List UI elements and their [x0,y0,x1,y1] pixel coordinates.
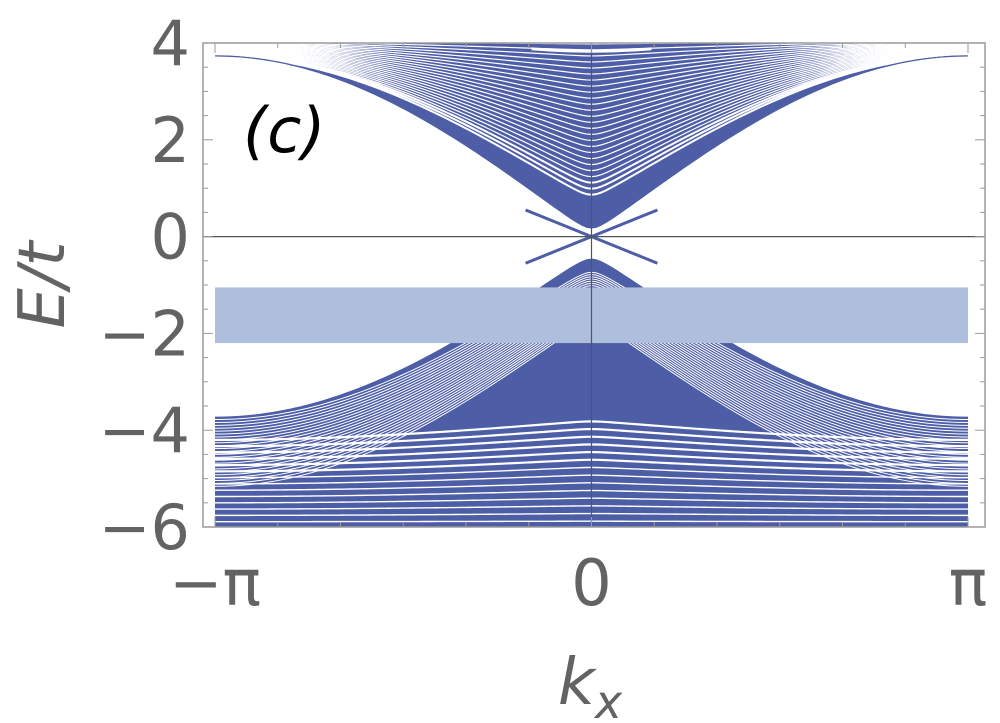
axes: 4 2 0 −2 −4 −6−π 0 π [99,7,988,621]
y-tick-label: −4 [99,394,190,467]
x-tick-label: π [949,547,988,621]
y-tick-label: 0 [151,201,190,274]
labels: (c) E/t kx [6,94,623,723]
x-axis-title-subscript: x [593,675,623,723]
y-axis-title: E/t [6,239,80,329]
x-tick-label: 0 [571,547,612,621]
y-tick-label: −6 [99,491,190,564]
subband-line [215,528,968,529]
y-tick-label: −2 [99,297,190,370]
y-tick-label: 2 [151,104,190,177]
panel-label: (c) [243,94,325,167]
x-axis-title: kx [558,646,623,723]
y-tick-label: 4 [151,7,190,80]
x-tick-label: −π [169,547,261,621]
x-axis-title-base: k [558,646,598,720]
